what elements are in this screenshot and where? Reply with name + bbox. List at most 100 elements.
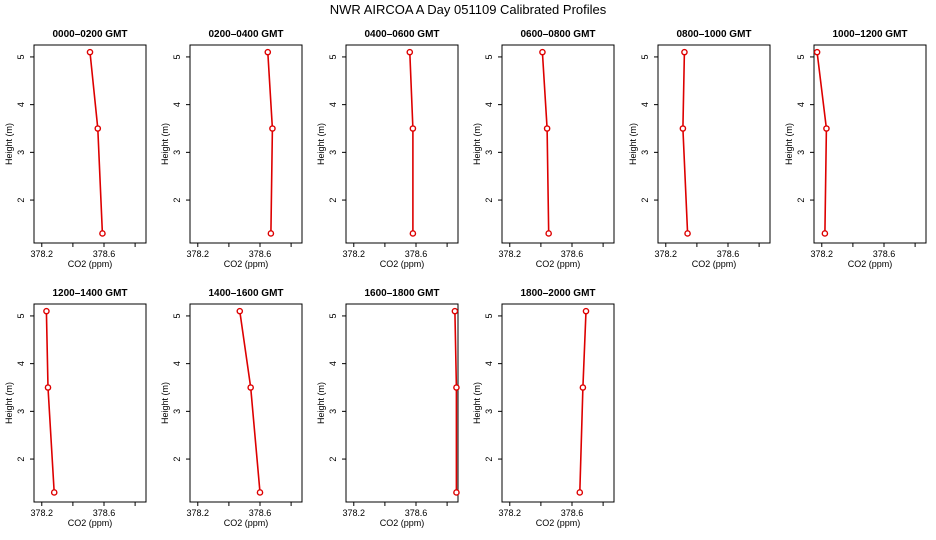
- series-line: [816, 52, 828, 234]
- y-tick-label: 5: [172, 313, 182, 318]
- panel-title: 0000–0200 GMT: [52, 29, 127, 40]
- y-tick-label: 2: [172, 198, 182, 203]
- x-tick-label: 378.6: [249, 249, 272, 259]
- y-tick-label: 4: [328, 102, 338, 107]
- y-tick-label: 3: [484, 409, 494, 414]
- data-point: [543, 125, 551, 132]
- data-point: [823, 125, 830, 132]
- y-axis-label: Height (m): [160, 382, 170, 424]
- panel-title: 1600–1800 GMT: [364, 288, 439, 299]
- y-tick-label: 2: [16, 457, 26, 462]
- panel-title: 1000–1200 GMT: [832, 29, 907, 40]
- y-axis-label: Height (m): [628, 123, 638, 165]
- x-tick-label: 378.2: [187, 249, 210, 259]
- data-point: [451, 307, 459, 315]
- series-line: [239, 311, 261, 493]
- panel-9: 1600–1800 GMT 378.2 378.6 2 3 4 5 CO2 (ppm) Heig…: [316, 288, 460, 528]
- data-point: [821, 230, 829, 237]
- y-tick-label: 3: [172, 409, 182, 414]
- panel-title: 1800–2000 GMT: [520, 288, 595, 299]
- x-tick-label: 378.6: [717, 249, 740, 259]
- y-tick-label: 4: [16, 361, 26, 366]
- y-axis-label: Height (m): [472, 382, 482, 424]
- data-point: [44, 384, 52, 391]
- y-tick-label: 4: [796, 102, 806, 107]
- x-tick-label: 378.2: [811, 249, 834, 259]
- data-point: [545, 230, 552, 237]
- panel-title: 0800–1000 GMT: [676, 29, 751, 40]
- panel-8: 1400–1600 GMT 378.2 378.6 2 3 4 5 CO2 (ppm) Heig…: [160, 288, 303, 528]
- panel-6: 1000–1200 GMT 378.2 378.6 2 3 4 5 CO2 (ppm) Heig…: [784, 29, 927, 269]
- x-tick-label: 378.2: [655, 249, 678, 259]
- y-tick-label: 2: [640, 198, 650, 203]
- x-tick-label: 378.6: [405, 249, 428, 259]
- y-axis-label: Height (m): [4, 123, 14, 165]
- x-tick-label: 378.6: [93, 249, 116, 259]
- data-point: [684, 230, 691, 237]
- y-tick-label: 3: [328, 409, 338, 414]
- data-point: [50, 489, 58, 496]
- data-point: [99, 230, 106, 237]
- x-tick-label: 378.6: [561, 508, 584, 518]
- data-point: [256, 489, 264, 496]
- y-tick-label: 5: [172, 54, 182, 59]
- data-point: [409, 125, 417, 132]
- panel-title: 0600–0800 GMT: [520, 29, 595, 40]
- y-tick-label: 2: [484, 457, 494, 462]
- y-tick-label: 2: [796, 198, 806, 203]
- panel-7: 1200–1400 GMT 378.2 378.6 2 3 4 5 CO2 (ppm) Heig…: [4, 288, 147, 528]
- x-tick-label: 378.2: [343, 508, 366, 518]
- y-axis-label: Height (m): [472, 123, 482, 165]
- data-point: [43, 307, 50, 315]
- series-line: [409, 52, 414, 234]
- data-point: [406, 48, 414, 56]
- data-point: [576, 489, 584, 496]
- x-axis-label: CO2 (ppm): [380, 259, 425, 269]
- plot-frame: [657, 44, 771, 244]
- data-point: [236, 307, 244, 315]
- series-line: [267, 52, 274, 234]
- x-axis-label: CO2 (ppm): [692, 259, 737, 269]
- y-tick-label: 5: [484, 313, 494, 318]
- y-tick-label: 4: [172, 361, 182, 366]
- panel-10: 1800–2000 GMT 378.2 378.6 2 3 4 5 CO2 (ppm) Heig…: [472, 288, 615, 528]
- y-tick-label: 3: [796, 150, 806, 155]
- y-tick-label: 4: [484, 361, 494, 366]
- series-line: [682, 52, 689, 234]
- y-tick-label: 4: [328, 361, 338, 366]
- data-point: [539, 48, 546, 56]
- y-tick-label: 5: [328, 313, 338, 318]
- data-point: [453, 384, 460, 391]
- y-tick-label: 4: [640, 102, 650, 107]
- series-line: [579, 311, 587, 493]
- y-tick-label: 5: [16, 313, 26, 318]
- y-tick-label: 4: [484, 102, 494, 107]
- x-tick-label: 378.6: [405, 508, 428, 518]
- panels-group: 0000–0200 GMT 378.2 378.6 2 3 4 5 CO2 (ppm) Heig…: [4, 29, 927, 528]
- data-point: [679, 125, 687, 132]
- panel-5: 0800–1000 GMT 378.2 378.6 2 3 4 5 CO2 (ppm) Heig…: [628, 29, 771, 269]
- x-axis-label: CO2 (ppm): [224, 259, 269, 269]
- series-line: [541, 52, 550, 234]
- panel-title: 0200–0400 GMT: [208, 29, 283, 40]
- y-axis-label: Height (m): [4, 382, 14, 424]
- y-axis-label: Height (m): [160, 123, 170, 165]
- x-axis-label: CO2 (ppm): [68, 518, 113, 528]
- x-tick-label: 378.6: [93, 508, 116, 518]
- plot-frame: [33, 44, 147, 244]
- x-tick-label: 378.2: [31, 508, 54, 518]
- panel-title: 1200–1400 GMT: [52, 288, 127, 299]
- x-tick-label: 378.6: [561, 249, 584, 259]
- y-axis-label: Height (m): [784, 123, 794, 165]
- plot-frame: [33, 303, 147, 503]
- y-tick-label: 5: [484, 54, 494, 59]
- panel-4: 0600–0800 GMT 378.2 378.6 2 3 4 5 CO2 (ppm) Heig…: [472, 29, 615, 269]
- data-point: [267, 230, 275, 237]
- panel-title: 1400–1600 GMT: [208, 288, 283, 299]
- panel-1: 0000–0200 GMT 378.2 378.6 2 3 4 5 CO2 (ppm) Heig…: [4, 29, 147, 269]
- y-tick-label: 3: [172, 150, 182, 155]
- data-point: [86, 48, 94, 56]
- x-axis-label: CO2 (ppm): [380, 518, 425, 528]
- data-point: [681, 48, 688, 56]
